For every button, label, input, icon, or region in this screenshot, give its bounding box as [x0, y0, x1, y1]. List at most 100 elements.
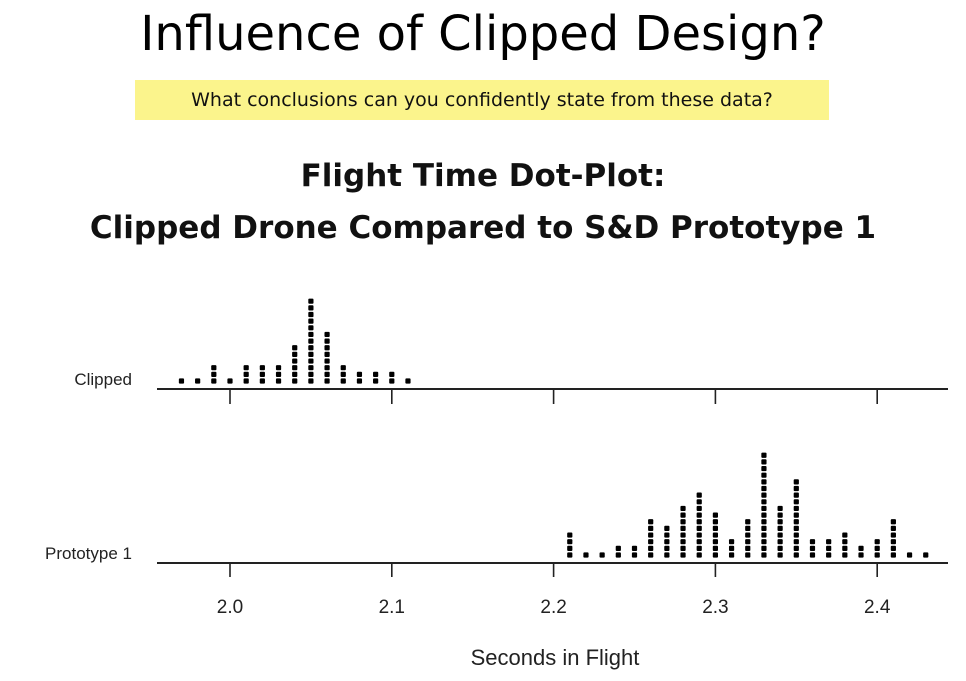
- prototype-1-dot: [761, 539, 767, 545]
- clipped-dot: [308, 325, 314, 331]
- prototype-1-dot: [728, 545, 735, 551]
- clipped-dot: [324, 351, 330, 357]
- prototype-1-dot: [761, 485, 767, 492]
- x-tick-label: 2.3: [702, 597, 728, 618]
- prototype-1-dot: [793, 485, 799, 492]
- clipped-dot: [356, 371, 363, 377]
- prototype-1-dot: [761, 512, 767, 518]
- prototype-1-dot: [696, 512, 702, 518]
- prototype-1-dot: [745, 539, 751, 545]
- prototype-1-dot: [745, 545, 751, 551]
- prototype-1-dot: [696, 539, 702, 545]
- prototype-1-dot: [890, 545, 896, 551]
- prototype-1-dot: [793, 479, 799, 485]
- prototype-1-dot: [648, 539, 654, 545]
- prototype-1-dot: [761, 545, 767, 551]
- prototype-1-dot: [664, 545, 670, 551]
- prototype-1-dot: [890, 552, 896, 558]
- prototype-1-dot: [826, 545, 832, 551]
- clipped-dot: [275, 378, 282, 384]
- clipped-dot: [340, 378, 346, 384]
- prototype-1-dot: [696, 492, 702, 498]
- prototype-1-dot: [599, 552, 605, 558]
- clipped-dot: [308, 305, 314, 311]
- prototype-1-dot: [664, 525, 670, 531]
- slide-title: Influence of Clipped Design?: [140, 6, 826, 62]
- clipped-dot: [308, 358, 314, 364]
- prototype-1-dot: [761, 492, 767, 498]
- clipped-dot: [308, 365, 314, 371]
- clipped-dot: [340, 371, 346, 377]
- clipped-dot: [243, 365, 249, 371]
- prototype-1-dot: [728, 552, 735, 558]
- prototype-1-dot: [793, 499, 799, 505]
- chart-title-line-1: Flight Time Dot-Plot:: [300, 158, 666, 194]
- prototype-1-dot: [842, 552, 848, 558]
- clipped-dot: [211, 371, 217, 377]
- prototype-1-dot: [826, 539, 832, 545]
- prototype-1-dot: [761, 532, 767, 538]
- prototype-1-dot: [696, 552, 702, 558]
- prototype-1-dot: [680, 525, 686, 531]
- prototype-1-dot: [874, 539, 880, 545]
- x-tick-label: 2.2: [540, 597, 566, 618]
- prototype-1-dot: [615, 545, 621, 551]
- prototype-1-dot: [842, 545, 848, 551]
- prototype-1-dot: [809, 552, 816, 558]
- prototype-1-dot: [874, 552, 880, 558]
- clipped-dot: [292, 345, 298, 351]
- prototype-1-dot: [648, 532, 654, 538]
- clipped-dot: [324, 358, 330, 364]
- prototype-1-dot: [890, 525, 896, 531]
- prototype-1-dot: [777, 519, 783, 525]
- prototype-1-dot: [761, 459, 767, 465]
- prototype-1-dot: [631, 545, 638, 551]
- prototype-1-dot: [696, 519, 702, 525]
- clipped-dot: [259, 378, 265, 384]
- prototype-1-dot: [745, 525, 751, 531]
- prototype-1-dot: [874, 545, 880, 551]
- clipped-dot: [308, 371, 314, 377]
- clipped-dot: [308, 338, 314, 344]
- clipped-dot: [356, 378, 363, 384]
- question-text: What conclusions can you confidently sta…: [191, 89, 773, 111]
- clipped-dot: [211, 365, 217, 371]
- prototype-1-dot: [664, 552, 670, 558]
- prototype-1-dot: [793, 552, 799, 558]
- prototype-1-dot: [712, 525, 718, 531]
- prototype-1-dot: [680, 519, 686, 525]
- x-axis-label: Seconds in Flight: [471, 645, 640, 670]
- prototype-1-dot: [777, 512, 783, 518]
- prototype-1-dot: [761, 479, 767, 485]
- prototype-1-dot: [890, 519, 896, 525]
- clipped-dot: [405, 378, 411, 384]
- x-tick-label: 2.0: [217, 597, 243, 618]
- prototype-1-dot: [680, 539, 686, 545]
- prototype-1-dot: [761, 452, 767, 458]
- prototype-1-dot: [567, 539, 573, 545]
- prototype-1-dot: [745, 552, 751, 558]
- prototype-1-dot: [906, 552, 913, 558]
- clipped-dot: [292, 378, 298, 384]
- prototype-1-dot: [761, 519, 767, 525]
- prototype-1-dot: [696, 499, 702, 505]
- prototype-1-dot: [890, 539, 896, 545]
- clipped-dot: [211, 378, 217, 384]
- x-tick-label: 2.4: [864, 597, 891, 618]
- clipped-dot: [259, 371, 265, 377]
- prototype-1-dot: [648, 552, 654, 558]
- prototype-1-dot: [712, 519, 718, 525]
- prototype-1-dot: [680, 552, 686, 558]
- prototype-1-dot: [842, 532, 848, 538]
- prototype-1-dot: [858, 545, 864, 551]
- prototype-1-dot: [615, 552, 621, 558]
- clipped-dot: [275, 371, 282, 377]
- prototype-1-dot: [793, 505, 799, 512]
- prototype-1-dot: [648, 519, 654, 525]
- prototype-1-dot: [761, 472, 767, 478]
- prototype-1-dot: [923, 552, 929, 558]
- prototype-1-dot: [696, 525, 702, 531]
- prototype-1-dot: [761, 525, 767, 531]
- clipped-dot: [373, 371, 379, 377]
- prototype-1-dot: [680, 545, 686, 551]
